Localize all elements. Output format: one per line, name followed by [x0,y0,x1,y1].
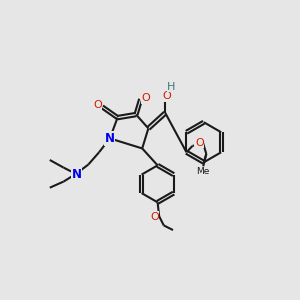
Text: Me: Me [196,167,209,176]
Text: N: N [105,132,115,145]
Text: O: O [142,93,150,103]
Text: O: O [150,212,159,222]
Text: N: N [72,168,82,181]
Text: O: O [163,91,171,101]
Text: O: O [93,100,102,110]
Text: H: H [167,82,175,92]
Text: O: O [195,138,204,148]
